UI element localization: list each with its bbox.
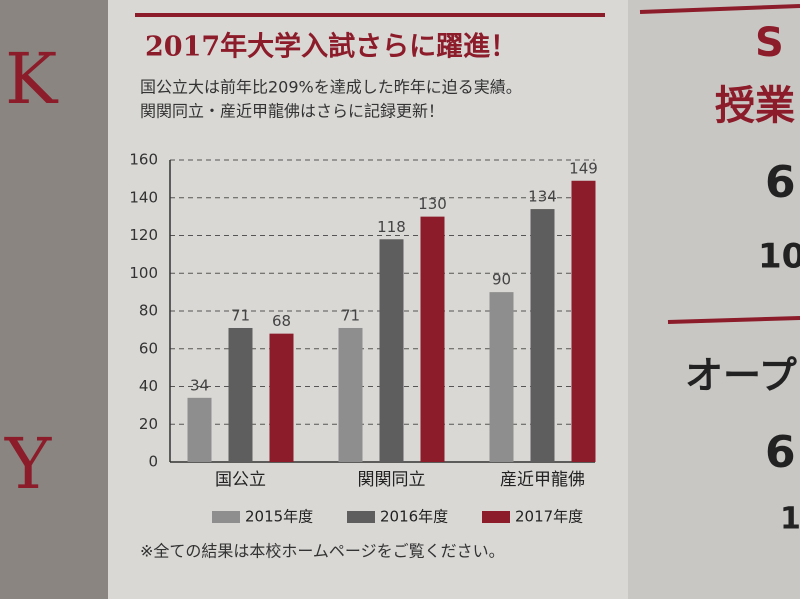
bar <box>420 216 445 462</box>
bar <box>379 239 404 462</box>
left-text: K <box>5 38 59 120</box>
side-text: 1 <box>780 502 800 537</box>
bar <box>187 397 212 462</box>
legend-label: 2016年度 <box>380 508 448 526</box>
y-tick-label: 60 <box>139 339 158 357</box>
left-text: Y <box>4 423 52 505</box>
y-tick-label: 0 <box>148 453 158 471</box>
data-label: 68 <box>272 312 291 330</box>
side-text: 6 <box>765 157 796 208</box>
side-text: オープ <box>685 354 797 398</box>
legend-label: 2015年度 <box>245 508 313 526</box>
note: ※全ての結果は本校ホームページをご覧ください。 <box>140 542 505 561</box>
y-tick-label: 20 <box>139 415 158 433</box>
side-text: 10 <box>758 237 800 277</box>
side-text: 授業 <box>715 83 795 129</box>
side-rule <box>639 4 800 14</box>
data-label: 34 <box>190 376 209 394</box>
y-tick-label: 80 <box>139 302 158 320</box>
bar <box>571 180 596 462</box>
y-tick-label: 120 <box>129 226 158 244</box>
data-label: 90 <box>492 271 511 289</box>
y-tick-label: 140 <box>129 188 158 206</box>
bar <box>269 333 294 462</box>
bar <box>338 327 363 462</box>
bar <box>489 292 514 462</box>
x-tick-label: 産近甲龍佛 <box>500 470 585 490</box>
legend-swatch <box>212 511 240 523</box>
legend-swatch <box>347 511 375 523</box>
data-label: 118 <box>377 218 406 236</box>
side-rule <box>667 316 800 324</box>
x-tick-label: 国公立 <box>215 470 266 490</box>
data-label: 71 <box>341 306 360 324</box>
y-tick-label: 100 <box>129 264 158 282</box>
y-tick-label: 160 <box>129 151 158 169</box>
data-label: 130 <box>418 195 447 213</box>
data-label: 134 <box>528 188 557 206</box>
y-tick-label: 40 <box>139 377 158 395</box>
x-tick-label: 関関同立 <box>358 470 426 490</box>
side-poster <box>625 0 800 599</box>
bar <box>228 327 253 462</box>
chart-title: 2017年大学入試さらに躍進！ <box>145 31 517 63</box>
subtitle: 関関同立・産近甲龍佛はさらに記録更新！ <box>140 102 444 121</box>
bar <box>530 209 555 462</box>
data-label: 149 <box>569 159 598 177</box>
wall <box>0 0 110 599</box>
data-label: 71 <box>231 306 250 324</box>
legend-label: 2017年度 <box>515 508 583 526</box>
subtitle: 国公立大は前年比209%を達成した昨年に迫る実績。 <box>140 78 522 97</box>
side-text: S <box>755 20 784 66</box>
side-text: 6 <box>765 427 796 478</box>
legend-swatch <box>482 511 510 523</box>
